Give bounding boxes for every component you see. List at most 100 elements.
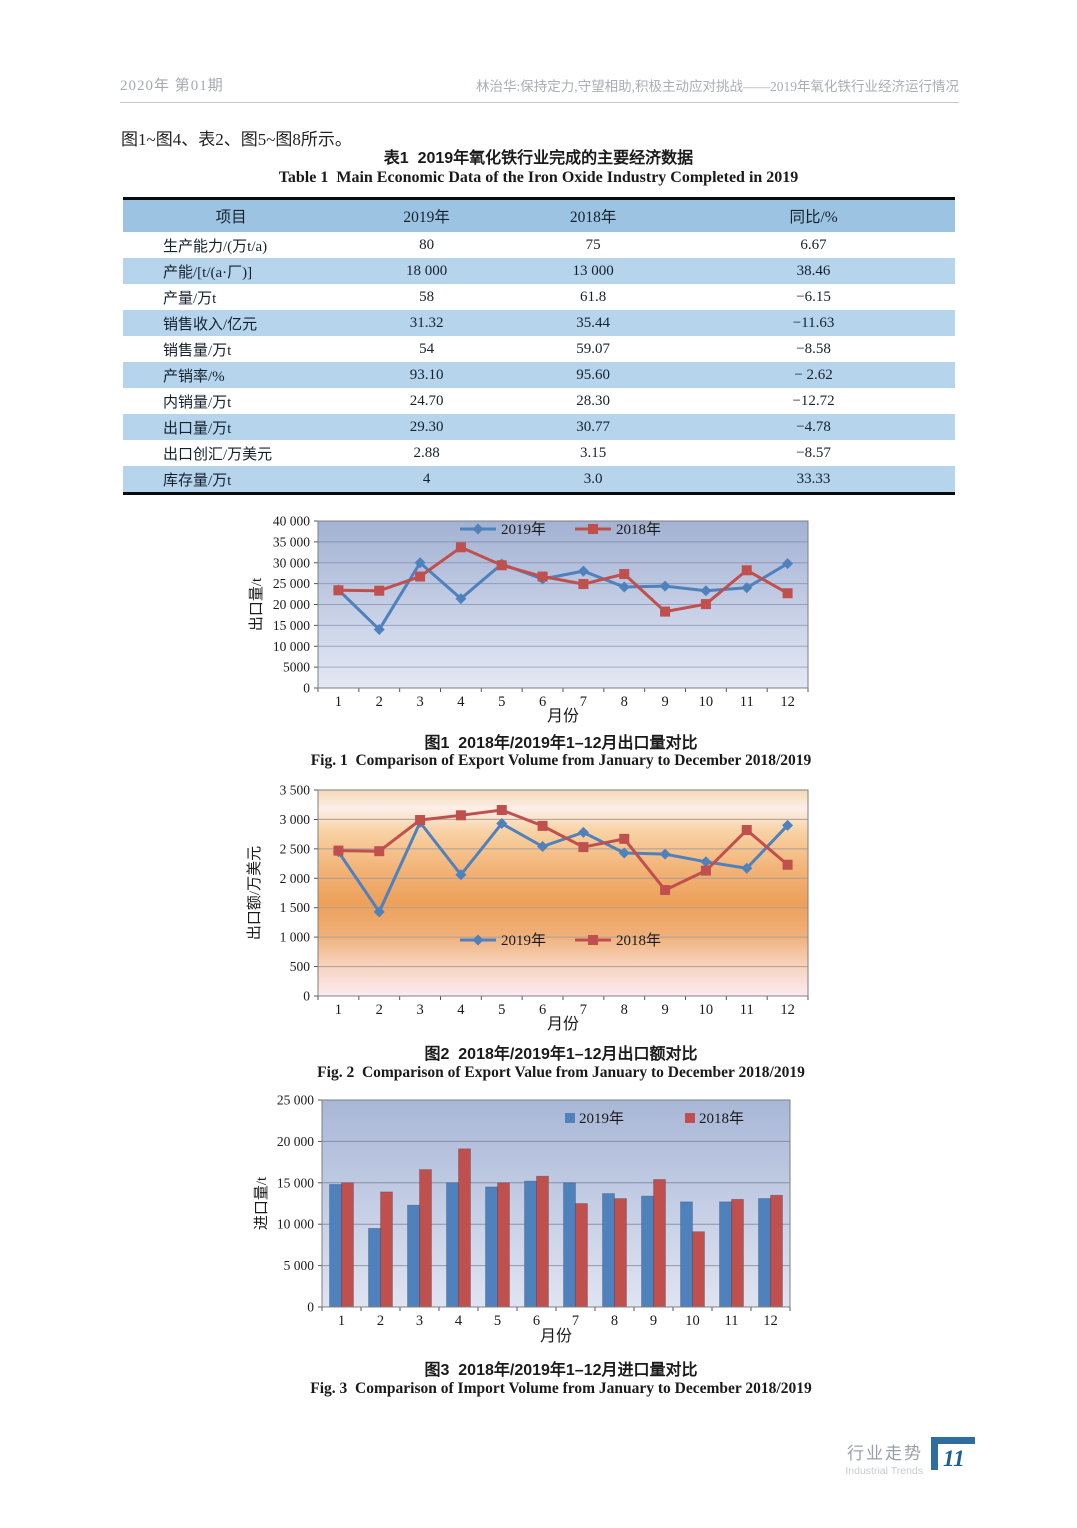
table-row: 出口创汇/万美元 2.88 3.15 −8.57 xyxy=(123,440,955,466)
legend: 2019年 2018年 xyxy=(460,932,661,949)
row-label: 销售量/万t xyxy=(163,342,232,359)
gridlines xyxy=(322,1140,790,1267)
svg-text:7: 7 xyxy=(572,1313,579,1329)
row-value: 13 000 xyxy=(572,262,614,279)
svg-text:8: 8 xyxy=(611,1313,618,1329)
figure1-caption-zh: 图1 2018年/2019年1–12月出口量对比 xyxy=(424,735,698,752)
row-value: 54 xyxy=(419,340,435,357)
page-number: 11 xyxy=(943,1446,965,1471)
row-value: −8.57 xyxy=(796,444,831,461)
svg-text:20 000: 20 000 xyxy=(273,597,310,612)
svg-text:10: 10 xyxy=(685,1313,700,1329)
table1-title-zh: 表1 2019年氧化铁行业完成的主要经济数据 xyxy=(383,150,694,167)
svg-text:6: 6 xyxy=(539,1002,546,1018)
row-value: 3.15 xyxy=(579,444,607,461)
row-value: 38.46 xyxy=(796,262,831,279)
svg-text:10: 10 xyxy=(699,1002,714,1018)
row-value: 95.60 xyxy=(576,366,610,383)
row-value: 75 xyxy=(585,236,601,253)
svg-text:35 000: 35 000 xyxy=(273,534,310,549)
svg-text:1: 1 xyxy=(335,1002,342,1018)
svg-text:4: 4 xyxy=(457,1002,465,1018)
row-value: −11.63 xyxy=(792,314,835,331)
svg-text:10: 10 xyxy=(699,694,714,710)
row-value: − 2.62 xyxy=(794,366,833,383)
row-label: 生产能力/(万t/a) xyxy=(163,238,268,255)
figure1-caption-en: Fig. 1 Comparison of Export Volume from … xyxy=(310,752,812,769)
table-row: 库存量/万t 4 3.0 33.33 xyxy=(123,466,955,494)
svg-text:5 000: 5 000 xyxy=(284,1258,315,1273)
intro-text: 图1~图4、表2、图5~图8所示。 xyxy=(121,130,352,149)
svg-text:12: 12 xyxy=(763,1313,778,1329)
row-value: 58 xyxy=(419,288,435,305)
svg-text:6: 6 xyxy=(533,1313,540,1329)
row-label: 出口创汇/万美元 xyxy=(163,446,273,463)
axis-titles: 出口量/t 月份 xyxy=(248,577,579,725)
svg-text:30 000: 30 000 xyxy=(273,555,310,570)
svg-text:5: 5 xyxy=(494,1313,501,1329)
row-value: −12.72 xyxy=(792,392,835,409)
svg-text:0: 0 xyxy=(303,989,310,1004)
page-header: 2020年 第01期 林治华:保持定力,守望相助,积极主动应对挑战——2019年… xyxy=(120,74,959,103)
row-value: 61.8 xyxy=(579,288,607,305)
svg-text:1 500: 1 500 xyxy=(280,900,311,915)
plot-border xyxy=(317,789,809,997)
row-value: 33.33 xyxy=(796,470,831,487)
svg-text:2: 2 xyxy=(376,694,383,710)
row-value: 59.07 xyxy=(576,340,610,357)
legend: 2019年 2018年 xyxy=(460,521,661,538)
table-header-row: 项目 2019年 2018年 同比/% xyxy=(123,198,955,232)
issue-label: 2020年 第01期 xyxy=(120,78,224,94)
row-value: 93.10 xyxy=(409,366,444,383)
svg-text:2019年: 2019年 xyxy=(501,521,546,538)
plot-border xyxy=(321,1099,791,1308)
svg-text:出口量/t: 出口量/t xyxy=(248,577,265,631)
running-title: 林治华:保持定力,守望相助,积极主动应对挑战——2019年氧化铁行业经济运行情况 xyxy=(476,79,959,94)
svg-text:12: 12 xyxy=(780,1002,795,1018)
x-axis: 1 2 3 4 5 6 7 8 9 10 11 12 xyxy=(317,996,809,1018)
svg-text:10 000: 10 000 xyxy=(273,639,310,654)
svg-text:4: 4 xyxy=(455,1313,463,1329)
row-label: 产量/万t xyxy=(163,290,217,307)
page-footer: 行业走势 Industrial Trends 11 xyxy=(845,1437,975,1484)
svg-text:进口量/t: 进口量/t xyxy=(253,1176,270,1230)
row-value: 28.30 xyxy=(576,392,610,409)
svg-text:2: 2 xyxy=(376,1002,383,1018)
axis-titles: 进口量/t 月份 xyxy=(253,1176,572,1345)
plot-background xyxy=(318,790,808,996)
row-value: 35.44 xyxy=(576,314,610,331)
svg-text:5: 5 xyxy=(498,1002,505,1018)
svg-text:2018年: 2018年 xyxy=(699,1110,744,1127)
table-column-header: 2018年 xyxy=(569,209,617,226)
row-label: 销售收入/亿元 xyxy=(163,316,258,333)
table-column-header: 2019年 xyxy=(403,209,450,226)
page-number-bracket: 11 xyxy=(931,1437,975,1484)
row-value: 24.70 xyxy=(409,392,444,409)
table-row: 出口量/万t 29.30 30.77 −4.78 xyxy=(123,414,955,440)
svg-text:40 000: 40 000 xyxy=(273,514,310,529)
svg-text:2019年: 2019年 xyxy=(579,1110,624,1127)
x-axis: 1 2 3 4 5 6 7 8 9 10 11 12 xyxy=(317,688,809,710)
svg-text:25 000: 25 000 xyxy=(277,1093,314,1108)
series-2018年 xyxy=(333,542,793,617)
svg-text:0: 0 xyxy=(303,681,310,696)
svg-text:7: 7 xyxy=(580,1002,587,1018)
row-value: 6.67 xyxy=(800,236,827,253)
svg-text:11: 11 xyxy=(740,694,754,710)
series-2018年 xyxy=(341,1148,783,1308)
svg-text:月份: 月份 xyxy=(540,1327,572,1345)
table-row: 内销量/万t 24.70 28.30 −12.72 xyxy=(123,388,955,414)
y-axis: 0 5 000 10 000 15 000 20 000 25 000 xyxy=(277,1093,322,1315)
svg-text:25 000: 25 000 xyxy=(273,576,310,591)
row-label: 出口量/万t xyxy=(163,420,232,437)
svg-text:3 500: 3 500 xyxy=(280,783,311,798)
row-value: 4 xyxy=(422,470,431,487)
svg-text:11: 11 xyxy=(725,1313,739,1329)
row-value: −4.78 xyxy=(796,418,831,435)
row-label: 产销率/% xyxy=(163,368,225,385)
table-row: 生产能力/(万t/a) 80 75 6.67 xyxy=(123,232,955,258)
svg-text:15 000: 15 000 xyxy=(277,1175,314,1190)
